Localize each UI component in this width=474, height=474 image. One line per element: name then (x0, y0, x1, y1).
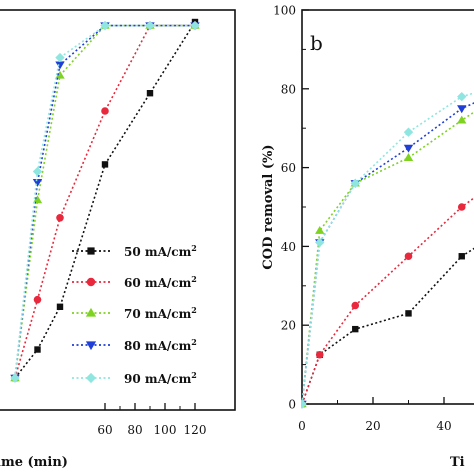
y-tick-label: 0 (288, 398, 296, 412)
legend-entry-label: 90 mA/cm2 (124, 370, 197, 386)
data-point-diamond (55, 52, 65, 63)
data-point-circle (404, 252, 413, 261)
data-point-square (101, 161, 109, 168)
data-point-triangle-down (457, 105, 467, 114)
y-tick-label: 40 (281, 240, 296, 254)
series-line (14, 24, 195, 379)
legend-entry-label: 60 mA/cm2 (124, 274, 197, 290)
legend: 50 mA/cm2 60 mA/cm2 70 mA/cm2 80 mA/cm2 90 m… (72, 243, 197, 386)
panel-a: 60 80 100 120 ime (min) 50 mA/cm2 60 mA/cm2 7… (0, 9, 236, 470)
panel-b: b 0 20 40 60 80 100 0 20 40 COD removal (%) Ti (261, 4, 474, 470)
data-point-triangle-up (457, 115, 467, 124)
panel-a-frame (0, 9, 236, 411)
data-point-diamond (350, 178, 360, 189)
data-point-triangle-up (403, 153, 414, 161)
data-point-circle (315, 350, 324, 359)
y-tick-label: 60 (281, 161, 296, 175)
series-line (14, 24, 195, 379)
data-point-circle (56, 214, 64, 222)
series-line (14, 24, 195, 379)
data-point-diamond (32, 166, 43, 177)
y-tick-label: 20 (281, 319, 296, 333)
data-point-circle (33, 295, 42, 304)
data-point-square (146, 90, 154, 97)
data-point-circle (101, 107, 109, 115)
x-tick-label: 0 (298, 419, 306, 433)
data-point-square (352, 325, 359, 333)
data-point-diamond (403, 127, 414, 137)
data-point-diamond (457, 91, 467, 102)
data-point-square (87, 247, 95, 255)
data-point-circle (86, 277, 96, 287)
data-point-triangle-up (55, 70, 65, 79)
panel-b-letter: b (310, 31, 323, 55)
data-point-square (458, 253, 465, 260)
data-point-triangle-down (32, 179, 43, 187)
panel-b-y-axis-label: COD removal (%) (261, 144, 276, 269)
y-tick-label: 80 (281, 82, 296, 96)
panel-a-series (10, 18, 200, 383)
x-tick-label: 60 (97, 423, 112, 437)
data-point-triangle-up (315, 225, 325, 234)
panel-b-y-ticks: 0 20 40 60 80 100 (273, 4, 309, 412)
data-point-triangle-up (32, 195, 43, 204)
data-point-diamond (190, 20, 200, 31)
data-point-circle (457, 203, 466, 211)
x-tick-label: 40 (436, 419, 451, 433)
panel-b-x-ticks: 0 20 40 (298, 397, 452, 433)
data-point-triangle-up (85, 307, 97, 317)
data-point-diamond (85, 372, 97, 384)
data-point-triangle-down (55, 61, 65, 70)
legend-entry-label: 50 mA/cm2 (124, 243, 197, 259)
y-tick-label: 100 (273, 4, 296, 18)
legend-entry-label: 70 mA/cm2 (124, 305, 197, 321)
x-tick-label: 80 (127, 423, 142, 437)
data-point-diamond (301, 399, 307, 409)
legend-entry-label: 80 mA/cm2 (124, 337, 197, 353)
data-point-circle (351, 301, 360, 310)
x-tick-label: 20 (365, 419, 380, 433)
series-line (14, 21, 196, 379)
panel-b-series (301, 91, 474, 409)
data-point-diamond (100, 20, 110, 31)
x-tick-label: 100 (154, 423, 177, 437)
data-point-triangle-down (85, 341, 97, 351)
data-point-triangle-down (403, 144, 414, 153)
data-point-square (56, 303, 64, 310)
data-point-square (34, 346, 41, 353)
x-tick-label: 120 (184, 423, 207, 437)
data-point-diamond (315, 237, 325, 248)
panel-a-x-ticks: 60 80 100 120 (97, 403, 206, 437)
data-point-square (405, 310, 412, 317)
series-line (14, 24, 195, 379)
data-point-diamond (10, 373, 20, 383)
panel-a-x-axis-label: ime (min) (0, 455, 68, 470)
panel-b-x-axis-label: Ti (450, 455, 465, 470)
series-line (301, 92, 474, 405)
series-line (301, 247, 474, 405)
series-line (301, 196, 474, 405)
data-point-diamond (145, 20, 155, 31)
panel-b-frame (301, 9, 474, 405)
series-line (301, 111, 474, 405)
series-line (301, 102, 474, 405)
